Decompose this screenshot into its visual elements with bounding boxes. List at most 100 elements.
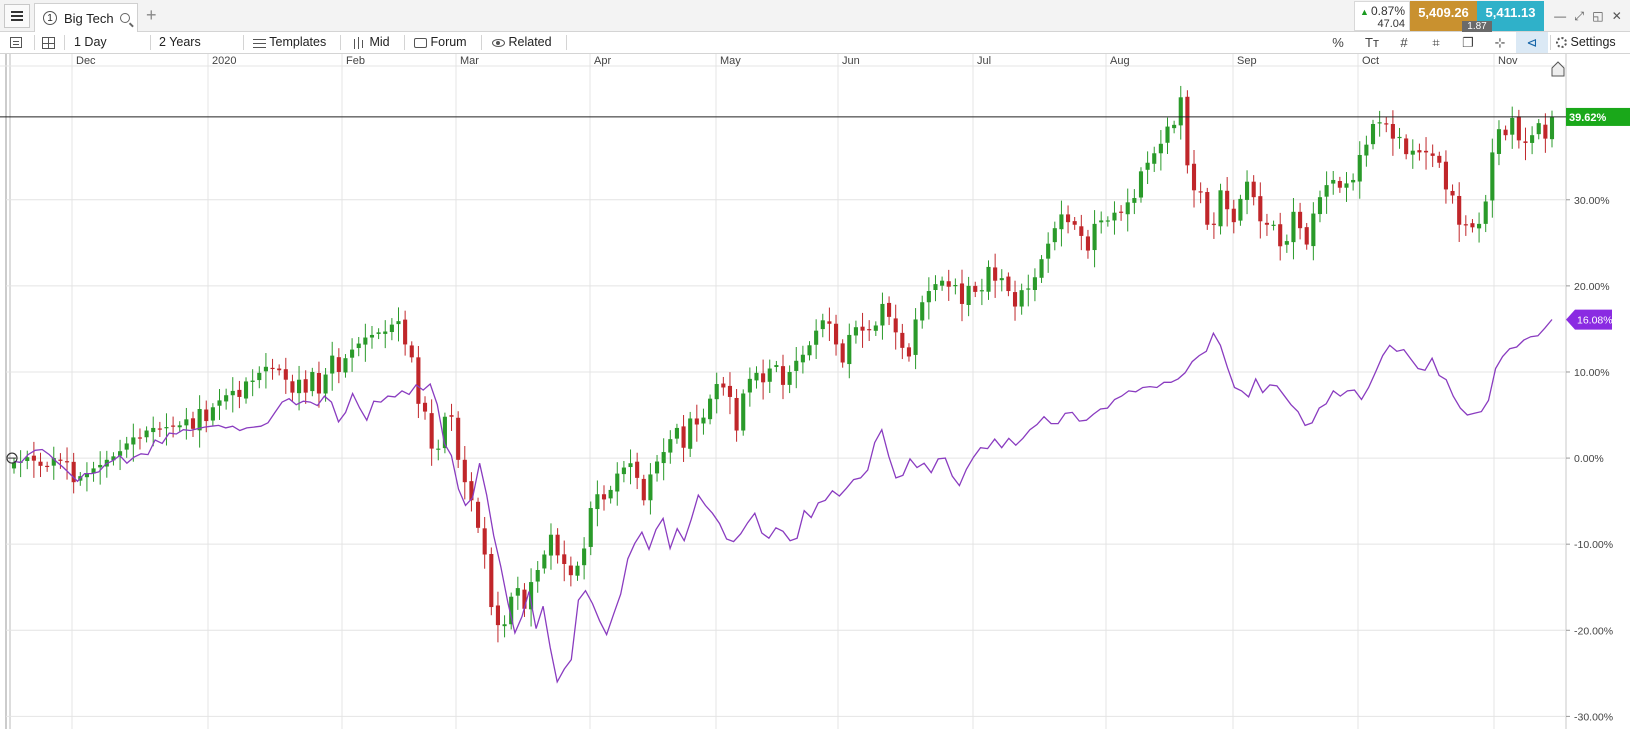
price-chart[interactable]: Dec 2020 Feb Mar Apr May Jun Jul Aug Sep Oct Nov 30… [0, 54, 1630, 729]
divider [404, 35, 405, 50]
candle-body [1291, 211, 1296, 243]
range-selector[interactable]: 2 Years [159, 35, 201, 49]
candle-body [1112, 212, 1117, 221]
candle-body [1337, 180, 1342, 188]
percent-scale-button[interactable]: % [1332, 35, 1344, 50]
candle-body [495, 605, 500, 626]
expand-icon[interactable]: ⤢ [1574, 8, 1584, 23]
candle-body [389, 324, 394, 333]
chart-area[interactable]: Dec 2020 Feb Mar Apr May Jun Jul Aug Sep Oct Nov 30… [0, 54, 1630, 729]
candle-body [217, 400, 222, 406]
candle-body [184, 419, 189, 426]
candle-body [761, 373, 766, 383]
candle-body [847, 334, 852, 365]
popout-icon[interactable]: ◱ [1592, 9, 1604, 23]
price-type-button[interactable]: Mid [352, 32, 390, 53]
text-size-icon[interactable]: Tт [1365, 35, 1379, 50]
divider [64, 35, 65, 50]
minimize-icon[interactable]: — [1554, 9, 1567, 23]
candle-body [800, 354, 805, 363]
candle-body [1437, 155, 1442, 163]
candle-body [681, 426, 686, 448]
price-type-label: Mid [369, 35, 390, 49]
candle-body [509, 596, 514, 625]
candle-body [940, 280, 945, 286]
grid-icon[interactable]: # [1400, 35, 1408, 50]
related-button[interactable]: Related [492, 32, 552, 53]
divider [1550, 35, 1551, 50]
candle-body [562, 554, 567, 564]
candle-body [1357, 154, 1362, 182]
candle-body [522, 589, 527, 609]
month-label: Aug [1110, 55, 1130, 67]
candle-body [661, 452, 666, 464]
candle-body [1450, 190, 1455, 196]
search-icon[interactable] [119, 13, 130, 23]
candle-body [310, 371, 315, 392]
candle-body [741, 393, 746, 431]
candle-body [688, 418, 693, 449]
crosshair-icon[interactable]: ⊹ [1494, 35, 1506, 50]
candle-body [482, 528, 487, 555]
candle-body [1059, 214, 1064, 230]
settings-button[interactable]: Settings [1556, 32, 1616, 53]
main-menu-button[interactable] [4, 4, 30, 28]
eye-icon [492, 38, 505, 47]
divider [243, 35, 244, 50]
candle-body [1483, 201, 1488, 224]
candle-body [1231, 208, 1236, 223]
price-tag-icon[interactable]: ⊲ [1516, 32, 1548, 53]
candle-body [734, 397, 739, 431]
candle-body [926, 291, 931, 303]
candle-body [946, 281, 951, 287]
divider [150, 35, 151, 50]
layers-icon[interactable]: ❐ [1462, 35, 1474, 50]
candle-body [1470, 223, 1475, 228]
candle-body [1205, 192, 1210, 225]
candle-body [1125, 202, 1130, 215]
candle-body [1039, 259, 1044, 278]
candle-body [230, 390, 235, 396]
candle-body [1523, 141, 1528, 143]
divider [34, 35, 35, 50]
list-view-button[interactable] [10, 32, 22, 53]
month-label: Nov [1498, 55, 1518, 67]
candle-body [197, 408, 202, 431]
tab-bar: 1 Big Tech + ▲ 0.87% 47.04 5,409.26 5,411… [0, 0, 1630, 32]
candle-body [1165, 126, 1170, 143]
candle-body [91, 468, 96, 474]
gear-icon [1556, 37, 1567, 49]
candle-body [873, 325, 878, 331]
candle-body [283, 369, 288, 380]
candle-body [1503, 129, 1508, 136]
candle-body [1158, 143, 1163, 154]
candle-body [1225, 190, 1230, 210]
candle-body [297, 379, 302, 394]
candle-body [270, 367, 275, 370]
add-tab-button[interactable]: + [146, 5, 157, 25]
candle-body [668, 439, 673, 453]
candle-body [489, 553, 494, 608]
candle-body [1132, 198, 1137, 203]
sell-price-button[interactable]: 5,409.26 [1410, 1, 1477, 31]
candle-body [628, 463, 633, 468]
overlay-layer: 39.62% 16.08% [0, 61, 1630, 684]
candle-body [71, 461, 76, 483]
candle-body [403, 319, 408, 345]
interval-selector[interactable]: 1 Day [74, 35, 107, 49]
forum-button[interactable]: Forum [414, 32, 467, 53]
candle-body [1423, 150, 1429, 153]
candle-body [1145, 162, 1150, 170]
candle-body [1271, 224, 1276, 226]
candle-body [548, 534, 554, 556]
candle-body [794, 360, 799, 371]
drawing-tools-icon[interactable]: ⌗ [1432, 35, 1440, 50]
templates-button[interactable]: Templates [253, 32, 326, 53]
close-icon[interactable]: ✕ [1611, 9, 1622, 23]
layout-button[interactable] [42, 32, 55, 53]
chart-tab[interactable]: 1 Big Tech [34, 3, 138, 32]
candle-body [979, 290, 984, 292]
candle-body [58, 459, 63, 461]
candle-body [396, 321, 401, 325]
candle-body [694, 418, 699, 425]
